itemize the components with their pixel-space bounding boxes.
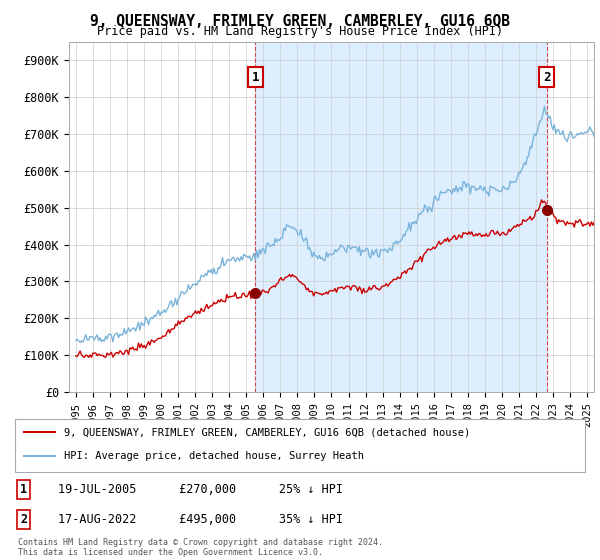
Text: 1: 1 [252,71,259,83]
Text: Price paid vs. HM Land Registry's House Price Index (HPI): Price paid vs. HM Land Registry's House … [97,25,503,38]
Text: 9, QUEENSWAY, FRIMLEY GREEN, CAMBERLEY, GU16 6QB (detached house): 9, QUEENSWAY, FRIMLEY GREEN, CAMBERLEY, … [64,427,470,437]
Text: 17-AUG-2022      £495,000      35% ↓ HPI: 17-AUG-2022 £495,000 35% ↓ HPI [58,512,343,526]
Text: 2: 2 [543,71,551,83]
Text: 19-JUL-2005      £270,000      25% ↓ HPI: 19-JUL-2005 £270,000 25% ↓ HPI [58,483,343,496]
FancyBboxPatch shape [15,419,585,472]
Text: 2: 2 [20,512,27,526]
Bar [256,42,547,392]
Text: Contains HM Land Registry data © Crown copyright and database right 2024.
This d: Contains HM Land Registry data © Crown c… [18,538,383,557]
Text: 1: 1 [20,483,27,496]
Text: HPI: Average price, detached house, Surrey Heath: HPI: Average price, detached house, Surr… [64,451,364,461]
Text: 9, QUEENSWAY, FRIMLEY GREEN, CAMBERLEY, GU16 6QB: 9, QUEENSWAY, FRIMLEY GREEN, CAMBERLEY, … [90,14,510,29]
